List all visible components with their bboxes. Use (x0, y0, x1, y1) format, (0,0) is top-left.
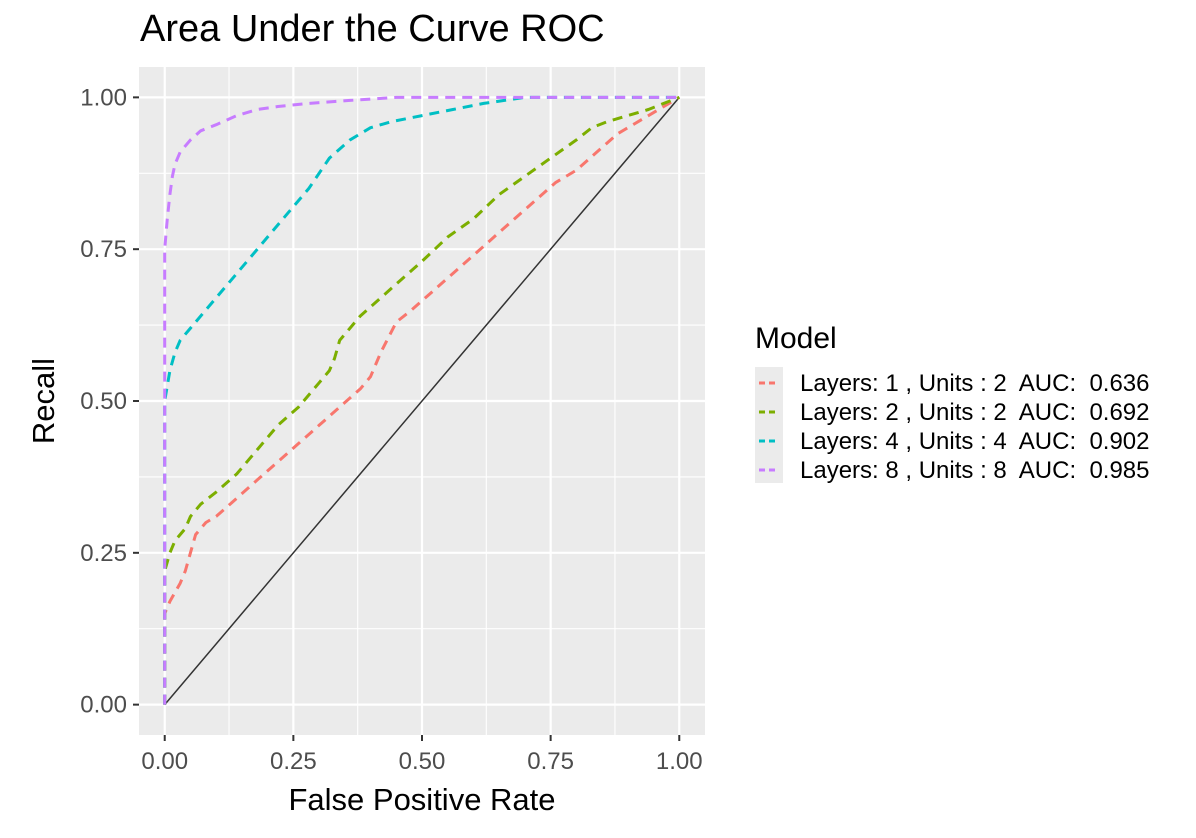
legend-label: Layers: 4 , Units : 4 AUC: 0.902 (800, 428, 1150, 455)
series-layer (163, 95, 681, 705)
x-tick-label: 0.25 (270, 748, 317, 775)
x-axis-title: False Positive Rate (288, 782, 555, 817)
y-axis-ticks: 0.00 0.25 0.50 0.75 1.00 (80, 84, 139, 719)
legend-label: Layers: 2 , Units : 2 AUC: 0.692 (800, 399, 1150, 426)
legend-label: Layers: 8 , Units : 8 AUC: 0.985 (800, 457, 1150, 484)
x-tick-label: 1.00 (656, 748, 703, 775)
y-axis-title: Recall (26, 358, 61, 444)
y-tick-label: 0.25 (80, 540, 127, 567)
x-axis-ticks: 0.00 0.25 0.50 0.75 1.00 (141, 735, 703, 775)
x-tick-label: 0.75 (527, 748, 574, 775)
series-line-2 (163, 96, 680, 705)
y-tick-label: 0.00 (80, 692, 127, 719)
legend-label: Layers: 1 , Units : 2 AUC: 0.636 (800, 370, 1150, 397)
y-tick-label: 0.50 (80, 388, 127, 415)
legend-key-background (755, 367, 783, 483)
y-tick-label: 0.75 (80, 236, 127, 263)
legend: Model Layers: 1 , Units : 2 AUC: 0.636La… (755, 322, 1150, 484)
reference-diagonal-line (164, 96, 680, 706)
series-line-3 (163, 95, 680, 705)
chart-title: Area Under the Curve ROC (140, 8, 605, 50)
series-line-1 (163, 96, 681, 705)
y-tick-label: 1.00 (80, 84, 127, 111)
legend-title: Model (755, 322, 837, 355)
x-tick-label: 0.00 (141, 748, 188, 775)
x-tick-label: 0.50 (399, 748, 446, 775)
